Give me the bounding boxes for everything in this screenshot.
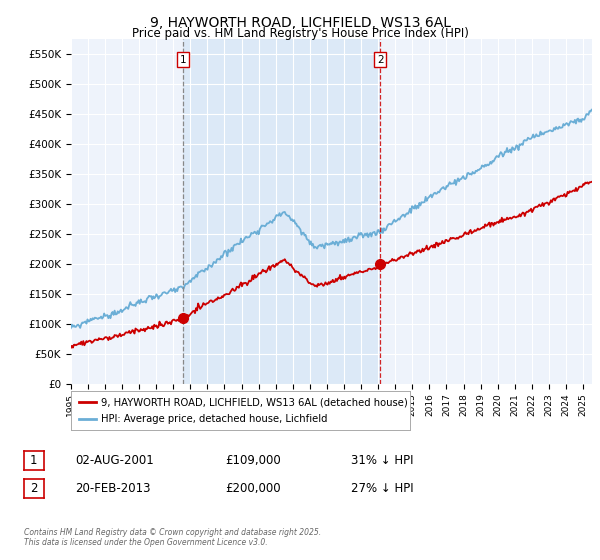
Text: 1: 1 — [180, 55, 187, 65]
Text: Contains HM Land Registry data © Crown copyright and database right 2025.
This d: Contains HM Land Registry data © Crown c… — [24, 528, 321, 547]
Text: 9, HAYWORTH ROAD, LICHFIELD, WS13 6AL (detached house): 9, HAYWORTH ROAD, LICHFIELD, WS13 6AL (d… — [101, 397, 408, 407]
Text: Price paid vs. HM Land Registry's House Price Index (HPI): Price paid vs. HM Land Registry's House … — [131, 27, 469, 40]
Text: HPI: Average price, detached house, Lichfield: HPI: Average price, detached house, Lich… — [101, 414, 328, 424]
Text: 9, HAYWORTH ROAD, LICHFIELD, WS13 6AL: 9, HAYWORTH ROAD, LICHFIELD, WS13 6AL — [149, 16, 451, 30]
Text: 2: 2 — [30, 482, 38, 495]
Text: 31% ↓ HPI: 31% ↓ HPI — [351, 454, 413, 468]
Text: 02-AUG-2001: 02-AUG-2001 — [75, 454, 154, 468]
Text: 2: 2 — [377, 55, 383, 65]
Text: £200,000: £200,000 — [225, 482, 281, 496]
Text: 27% ↓ HPI: 27% ↓ HPI — [351, 482, 413, 496]
Bar — [183, 39, 380, 384]
Text: 20-FEB-2013: 20-FEB-2013 — [75, 482, 151, 496]
Text: £109,000: £109,000 — [225, 454, 281, 468]
Text: 1: 1 — [30, 454, 38, 467]
